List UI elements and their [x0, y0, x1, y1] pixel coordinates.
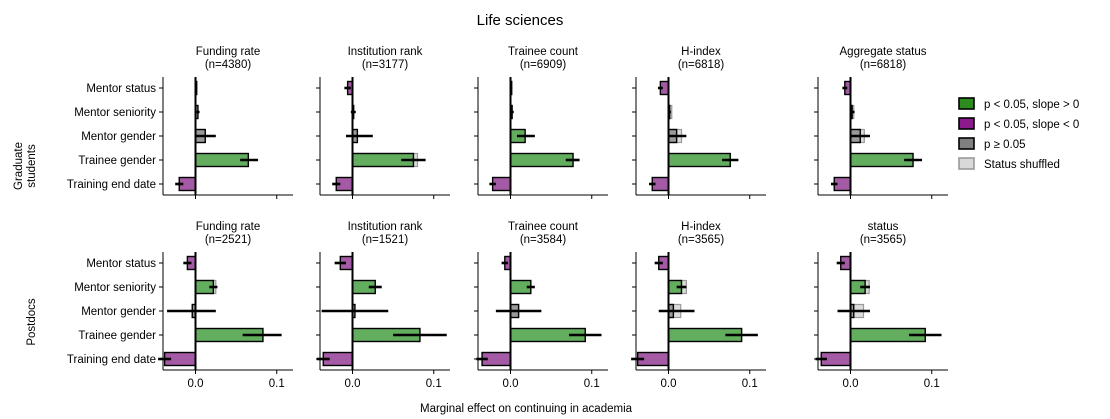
panel-title: status: [868, 221, 899, 233]
legend-label: Status shuffled: [984, 159, 1060, 171]
panel-title: Trainee count: [508, 46, 579, 58]
panel-n: (n=6818): [678, 59, 725, 71]
x-axis-label: Marginal effect on continuing in academi…: [420, 403, 633, 415]
y-tick-label: Mentor status: [86, 258, 156, 270]
panel-n: (n=3565): [860, 234, 907, 246]
panel-title: Institution rank: [348, 221, 423, 233]
panel-title: Aggregate status: [840, 46, 927, 58]
panel-n: (n=4380): [205, 59, 252, 71]
bar: [849, 152, 914, 168]
panel-0-2: Trainee count(n=6909): [474, 46, 608, 199]
panel-1-1: Institution rank(n=1521) 0.0 0.1: [316, 221, 450, 390]
x-tick-label: 0.0: [503, 378, 519, 390]
panel-1-2: Trainee count(n=3584) 0.0 0.1: [474, 221, 608, 390]
panels-group: Funding rate(n=4380)Mentor statusMentor …: [67, 46, 948, 390]
y-tick-label: Mentor gender: [81, 306, 156, 318]
legend-label: p < 0.05, slope > 0: [984, 99, 1079, 111]
panel-0-0: Funding rate(n=4380) Mentor status Mentor …: [67, 46, 293, 199]
row-label-line: students: [26, 144, 38, 188]
y-tick-label: Training end date: [67, 179, 156, 191]
y-tick-label: Training end date: [67, 354, 156, 366]
panel-n: (n=3177): [362, 59, 409, 71]
panel-0-1: Institution rank(n=3177): [316, 46, 450, 199]
legend-swatch: [958, 157, 975, 170]
panel-title: H-index: [681, 46, 721, 58]
panel-n: (n=6818): [860, 59, 907, 71]
legend-swatch: [958, 97, 975, 110]
panel-n: (n=2521): [205, 234, 252, 246]
legend: p < 0.05, slope > 0 p < 0.05, slope < 0 p …: [958, 97, 1079, 171]
y-tick-label: Trainee gender: [78, 330, 156, 342]
x-tick-label: 0.1: [584, 378, 600, 390]
panel-title: Institution rank: [348, 46, 423, 58]
x-tick-label: 0.1: [426, 378, 442, 390]
row-label-line: Graduate: [13, 142, 25, 190]
figure-title: Life sciences: [477, 12, 564, 29]
x-tick-label: 0.0: [661, 378, 677, 390]
legend-label: p < 0.05, slope < 0: [984, 119, 1079, 131]
panel-1-3: H-index(n=3565) 0.0 0.1: [631, 221, 766, 390]
panel-1-0: Funding rate(n=2521) Mentor status Mentor …: [67, 221, 293, 390]
y-tick-label: Mentor status: [86, 83, 156, 95]
row-labels-group: Graduatestudents Postdocs: [13, 142, 38, 346]
bar: [509, 152, 574, 168]
panel-n: (n=1521): [362, 234, 409, 246]
x-tick-label: 0.1: [269, 378, 285, 390]
y-tick-label: Mentor gender: [81, 131, 156, 143]
panel-title: Trainee count: [508, 221, 579, 233]
panel-n: (n=3565): [678, 234, 725, 246]
x-tick-label: 0.0: [843, 378, 859, 390]
panel-n: (n=3584): [520, 234, 567, 246]
legend-swatch: [958, 137, 975, 150]
panel-0-4: Aggregate status(n=6818): [814, 46, 948, 199]
legend-swatch: [958, 117, 975, 130]
legend-label: p ≥ 0.05: [984, 139, 1025, 151]
panel-title: Funding rate: [196, 221, 261, 233]
x-tick-label: 0.1: [742, 378, 758, 390]
x-tick-label: 0.0: [345, 378, 361, 390]
panel-title: Funding rate: [196, 46, 261, 58]
panel-1-4: status(n=3565) 0.0 0.1: [814, 221, 948, 390]
y-tick-label: Trainee gender: [78, 155, 156, 167]
panel-title: H-index: [681, 221, 721, 233]
y-tick-label: Mentor seniority: [74, 282, 156, 294]
panel-0-3: H-index(n=6818): [632, 46, 766, 199]
x-tick-label: 0.0: [188, 378, 204, 390]
row-label-postdocs: Postdocs: [26, 298, 38, 346]
bar: [667, 152, 731, 168]
y-tick-label: Mentor seniority: [74, 107, 156, 119]
row-label-graduate: Graduatestudents: [13, 142, 38, 190]
x-tick-label: 0.1: [924, 378, 940, 390]
panel-n: (n=6909): [520, 59, 567, 71]
